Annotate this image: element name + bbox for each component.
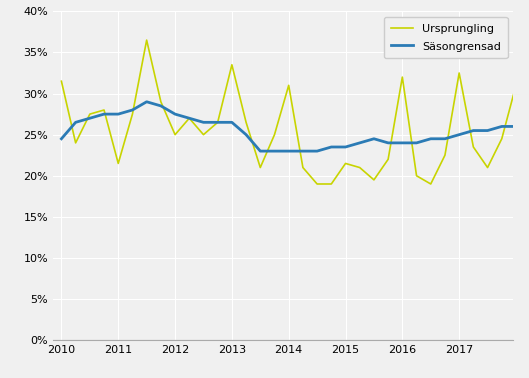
Ursprungling xyxy=(399,75,406,79)
Ursprungling xyxy=(456,71,462,75)
Ursprungling xyxy=(413,174,419,178)
Säsongrensad xyxy=(413,141,419,145)
Ursprungling xyxy=(513,83,519,88)
Säsongrensad xyxy=(513,124,519,129)
Ursprungling xyxy=(342,161,349,166)
Ursprungling xyxy=(158,99,164,104)
Säsongrensad xyxy=(186,116,193,121)
Ursprungling xyxy=(470,145,477,149)
Säsongrensad xyxy=(427,136,434,141)
Ursprungling xyxy=(427,182,434,186)
Säsongrensad xyxy=(371,136,377,141)
Ursprungling xyxy=(172,132,178,137)
Säsongrensad xyxy=(115,112,122,116)
Ursprungling xyxy=(257,165,263,170)
Säsongrensad xyxy=(158,104,164,108)
Säsongrensad xyxy=(87,116,93,121)
Ursprungling xyxy=(229,62,235,67)
Ursprungling xyxy=(58,79,65,84)
Säsongrensad xyxy=(101,112,107,116)
Säsongrensad xyxy=(58,136,65,141)
Säsongrensad xyxy=(328,145,334,149)
Säsongrensad xyxy=(243,132,249,137)
Ursprungling xyxy=(129,112,135,116)
Ursprungling xyxy=(243,120,249,125)
Ursprungling xyxy=(115,161,122,166)
Säsongrensad xyxy=(257,149,263,153)
Ursprungling xyxy=(72,141,79,145)
Säsongrensad xyxy=(470,128,477,133)
Ursprungling xyxy=(385,157,391,162)
Säsongrensad xyxy=(129,108,135,112)
Ursprungling xyxy=(214,120,221,125)
Säsongrensad xyxy=(342,145,349,149)
Säsongrensad xyxy=(485,128,491,133)
Ursprungling xyxy=(271,132,278,137)
Ursprungling xyxy=(143,38,150,42)
Legend: Ursprungling, Säsongrensad: Ursprungling, Säsongrensad xyxy=(384,17,507,59)
Ursprungling xyxy=(442,153,448,158)
Säsongrensad xyxy=(442,136,448,141)
Säsongrensad xyxy=(527,128,529,133)
Säsongrensad xyxy=(72,120,79,125)
Ursprungling xyxy=(485,165,491,170)
Line: Ursprungling: Ursprungling xyxy=(61,40,529,184)
Säsongrensad xyxy=(229,120,235,125)
Säsongrensad xyxy=(200,120,207,125)
Ursprungling xyxy=(499,136,505,141)
Ursprungling xyxy=(300,165,306,170)
Säsongrensad xyxy=(271,149,278,153)
Line: Säsongrensad: Säsongrensad xyxy=(61,85,529,151)
Ursprungling xyxy=(328,182,334,186)
Ursprungling xyxy=(286,83,292,88)
Ursprungling xyxy=(101,108,107,112)
Säsongrensad xyxy=(143,99,150,104)
Ursprungling xyxy=(371,178,377,182)
Säsongrensad xyxy=(300,149,306,153)
Säsongrensad xyxy=(314,149,320,153)
Säsongrensad xyxy=(499,124,505,129)
Ursprungling xyxy=(200,132,207,137)
Ursprungling xyxy=(357,165,363,170)
Ursprungling xyxy=(186,116,193,121)
Säsongrensad xyxy=(172,112,178,116)
Ursprungling xyxy=(87,112,93,116)
Säsongrensad xyxy=(399,141,406,145)
Säsongrensad xyxy=(456,132,462,137)
Säsongrensad xyxy=(214,120,221,125)
Säsongrensad xyxy=(286,149,292,153)
Säsongrensad xyxy=(357,141,363,145)
Ursprungling xyxy=(527,165,529,170)
Säsongrensad xyxy=(385,141,391,145)
Ursprungling xyxy=(314,182,320,186)
